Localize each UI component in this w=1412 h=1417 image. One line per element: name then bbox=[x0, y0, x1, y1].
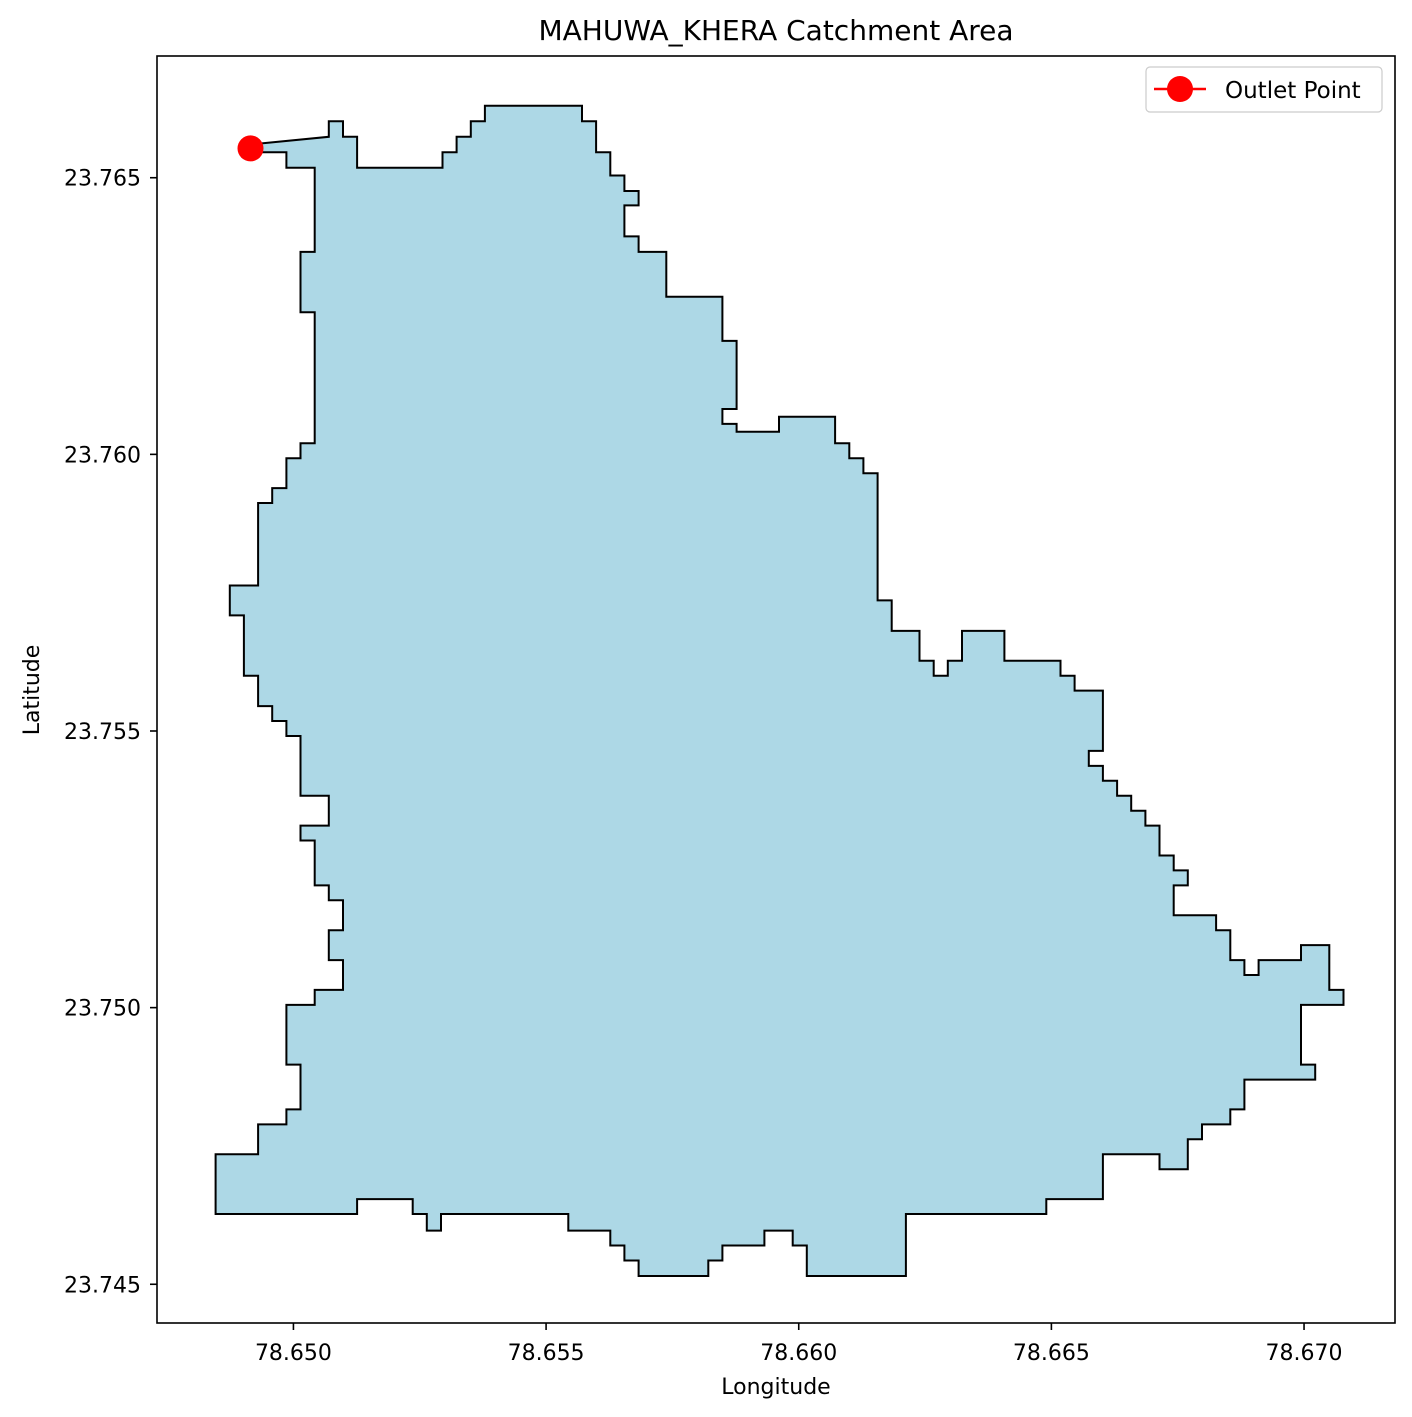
x-axis-ticks: 78.650 78.655 78.660 78.665 78.670 bbox=[255, 1323, 1343, 1366]
y-tick-label: 23.755 bbox=[64, 720, 141, 745]
chart-title: MAHUWA_KHERA Catchment Area bbox=[538, 14, 1013, 47]
plot-frame bbox=[156, 55, 1396, 1324]
y-tick-label: 23.750 bbox=[64, 997, 141, 1022]
x-tick-label: 78.660 bbox=[760, 1341, 837, 1366]
y-tick-label: 23.760 bbox=[64, 443, 141, 468]
x-tick-label: 78.655 bbox=[508, 1341, 585, 1366]
x-axis-label: Longitude bbox=[721, 1375, 830, 1400]
legend-marker bbox=[1167, 76, 1193, 102]
outlet-point-marker bbox=[237, 135, 264, 162]
catchment-polygon bbox=[214, 104, 1345, 1277]
x-tick-label: 78.670 bbox=[1266, 1341, 1343, 1366]
x-tick-label: 78.665 bbox=[1013, 1341, 1090, 1366]
legend-box bbox=[1145, 66, 1383, 113]
x-tick-label: 78.650 bbox=[255, 1341, 332, 1366]
y-axis-ticks: 23.745 23.750 23.755 23.760 23.765 bbox=[64, 167, 157, 1298]
y-tick-label: 23.745 bbox=[64, 1273, 141, 1298]
y-tick-label: 23.765 bbox=[64, 167, 141, 192]
legend-label-outlet-point: Outlet Point bbox=[1225, 78, 1361, 104]
y-axis-label: Latitude bbox=[20, 645, 45, 736]
legend: Outlet Point bbox=[1145, 66, 1383, 113]
